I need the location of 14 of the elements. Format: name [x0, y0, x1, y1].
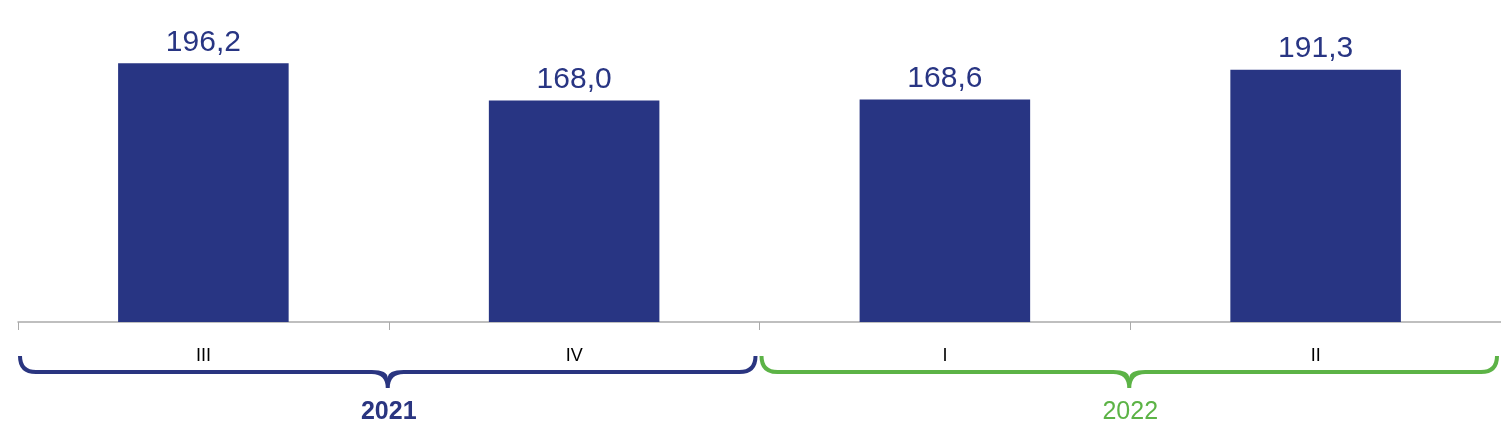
x-tick-label: IV — [565, 345, 583, 365]
bar — [1230, 69, 1401, 322]
data-label: 191,3 — [1278, 30, 1354, 64]
data-label: 196,2 — [165, 23, 241, 57]
text: 2021 — [360, 396, 417, 425]
bar — [118, 63, 289, 322]
data-label: 168,6 — [907, 60, 983, 94]
x-tick-label: I — [942, 345, 948, 365]
bar — [859, 99, 1031, 322]
x-tick-label: II — [1310, 345, 1321, 365]
bar — [488, 100, 660, 322]
data-label: 168,0 — [536, 60, 612, 94]
text: 2022 — [1102, 396, 1159, 425]
x-tick-label: III — [195, 345, 211, 365]
